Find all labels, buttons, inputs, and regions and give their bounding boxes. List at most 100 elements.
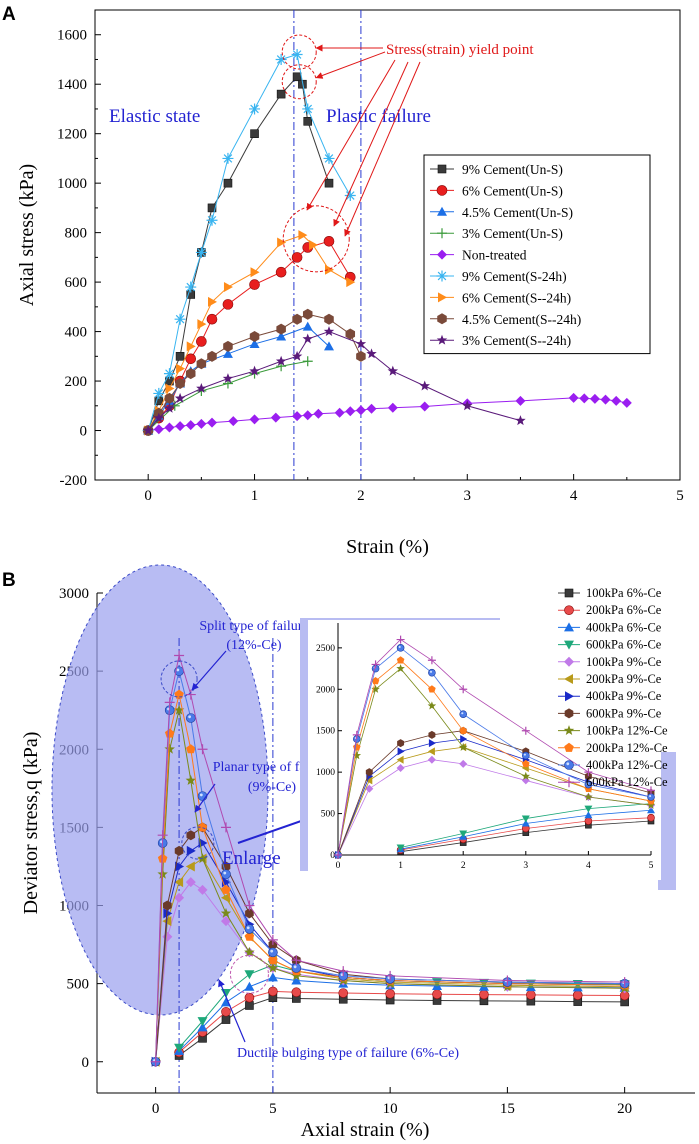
panel-a-point-shape — [334, 407, 345, 418]
panel-a-point — [579, 393, 590, 404]
panel-b-ytick-label: 3000 — [59, 586, 89, 602]
panel-b-inset-point — [459, 830, 468, 838]
panel-a-point — [223, 340, 233, 352]
panel-a-legend-label: 4.5% Cement(S--24h) — [462, 312, 581, 327]
panel-a-point — [275, 53, 287, 65]
panel-b-inset-point — [427, 747, 435, 756]
panel-a-point — [174, 313, 186, 325]
panel-a-point-shape — [346, 277, 356, 288]
panel-a-point-shape — [292, 313, 302, 325]
panel-b-inset-point-shape — [365, 784, 374, 793]
panel-a-legend-marker — [438, 292, 447, 303]
panel-a-point-shape — [345, 328, 356, 340]
panel-b-inset-point — [396, 764, 405, 772]
panel-b-inset-point-shape — [428, 739, 436, 748]
panel-a-point — [249, 414, 260, 425]
panel-a-point-shape — [302, 321, 313, 331]
panel-b-point — [268, 955, 278, 965]
panel-b-point — [221, 869, 231, 880]
panel-b-series — [174, 986, 630, 1058]
panel-b-inset-point — [352, 730, 361, 739]
panel-b-point — [164, 697, 175, 708]
panel-a-point-shape — [249, 338, 260, 348]
panel-b-legend-label: 100kPa 6%-Ce — [586, 586, 662, 600]
panel-a-ytick-label: 600 — [65, 275, 88, 291]
panel-b-point-shape — [268, 947, 278, 958]
panel-a-point — [313, 408, 324, 419]
panel-b-inset-point-shape — [646, 800, 656, 809]
panel-a-point-shape — [196, 358, 207, 370]
panel-b-point-shine — [270, 949, 274, 953]
panel-a-point-shape — [207, 350, 217, 362]
panel-a-point — [196, 358, 207, 370]
panel-a-point-shape — [142, 425, 154, 435]
panel-b-ytick-label: 500 — [67, 977, 90, 993]
panel-a-point — [207, 350, 217, 362]
panel-b-inset-point-shape — [647, 793, 655, 801]
panel-b-point-shape — [197, 1022, 208, 1032]
panel-b-point — [175, 861, 185, 872]
panel-a-point — [185, 420, 196, 431]
panel-b-inset-point-shape — [584, 817, 593, 825]
panel-b-inset-point — [521, 815, 530, 823]
panel-a-point — [276, 323, 286, 335]
panel-a-point-shape — [276, 89, 286, 99]
panel-a-point-shape — [302, 410, 313, 421]
panel-b-point-shape — [244, 970, 255, 980]
panel-a-legend-marker — [436, 334, 448, 345]
panel-b-point-shape — [197, 1017, 208, 1027]
panel-b-inset-point-shape — [427, 656, 436, 665]
panel-b-point-shape — [267, 962, 279, 973]
panel-a-point-shape — [303, 117, 313, 126]
panel-b-legend-label: 400kPa 9%-Ce — [586, 689, 662, 703]
panel-b-legend-marker-shape — [565, 691, 574, 702]
panel-a-point-shape — [250, 267, 260, 278]
panel-b-inset-point — [371, 684, 380, 693]
panel-b-planar-sub: (9%-Ce) — [248, 780, 297, 795]
panel-b-point — [164, 728, 175, 738]
panel-a-point-shape — [298, 230, 308, 241]
panel-a-point — [346, 277, 356, 288]
panel-a-point — [153, 412, 165, 423]
panel-b-point — [174, 845, 184, 856]
panel-b-legend-item: 100kPa 12%-Ce — [558, 724, 668, 738]
panel-b-point-shape — [164, 728, 175, 738]
panel-b-inset-point — [365, 768, 373, 777]
panel-a-point-shape — [195, 246, 207, 258]
panel-b-legend-marker-shape — [564, 674, 573, 684]
panel-a-point-shape — [165, 383, 175, 394]
panel-b-inset-point-shape — [521, 815, 530, 823]
panel-b-inset-point — [584, 811, 593, 819]
panel-b-legend-item: 200kPa 6%-Ce — [558, 603, 662, 617]
panel-b-legend-label: 200kPa 9%-Ce — [586, 672, 662, 686]
panel-b-series-line — [155, 671, 625, 1062]
panel-b-point — [150, 1056, 161, 1067]
panel-b-inset-point-shine — [429, 670, 433, 673]
panel-a-point-shape — [323, 326, 335, 337]
panel-b-point — [197, 744, 208, 755]
panel-b-point-shape — [385, 970, 396, 981]
panel-b-inset-bar-right — [658, 752, 676, 890]
panel-b-legend-label: 100kPa 9%-Ce — [586, 655, 662, 669]
panel-b-point — [220, 822, 231, 833]
panel-a-point — [277, 237, 287, 248]
panel-b-inset-ytick-label: 2500 — [316, 644, 335, 654]
panel-a-point — [206, 214, 218, 226]
panel-a-point — [163, 368, 175, 380]
panel-a-ytick-label: 0 — [80, 424, 88, 440]
panel-a-point-shape — [568, 392, 579, 403]
panel-b-point — [197, 1017, 208, 1027]
panel-b-point-shine — [246, 926, 250, 930]
panel-b-inset-point — [396, 664, 405, 673]
panel-b-enlarge-region — [51, 564, 269, 1016]
panel-b-inset-point-shape — [584, 780, 593, 789]
panel-b-legend-label: 600kPa 6%-Ce — [586, 638, 662, 652]
panel-b-point-shape — [175, 861, 185, 872]
panel-b-inset-point — [371, 660, 380, 669]
panel-b-point-shape — [186, 713, 196, 723]
panel-b-point — [291, 963, 302, 973]
panel-a-legend-label: 6% Cement(Un-S) — [462, 183, 563, 198]
panel-b-legend-label: 600kPa 12%-Ce — [586, 775, 668, 789]
panel-b-inset-point-shape — [352, 751, 362, 760]
panel-b-legend-marker — [564, 588, 574, 598]
